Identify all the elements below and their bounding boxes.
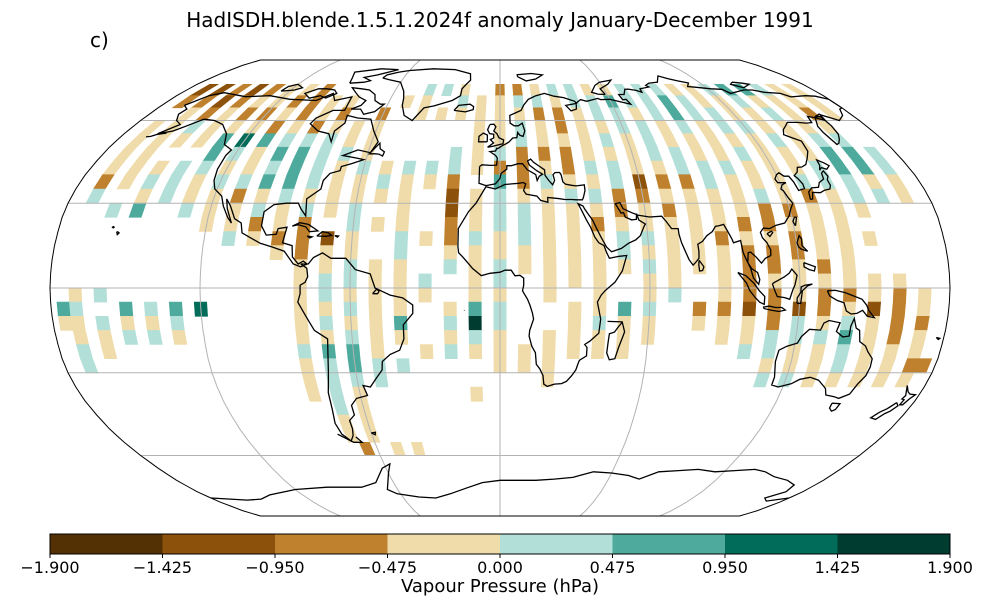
coastline (157, 92, 379, 268)
colorbar-tick-label: −0.950 (245, 558, 305, 577)
colorbar-tick-label: 1.900 (927, 558, 973, 577)
coastline (516, 72, 545, 82)
colorbar-tick-label: 1.425 (814, 558, 861, 577)
grid-cell (171, 95, 201, 109)
grid-cell (146, 330, 163, 345)
coastline (453, 103, 475, 113)
chart-title: HadISDH.blende.1.5.1.2024f anomaly Janua… (186, 8, 814, 32)
grid-cell (370, 217, 385, 232)
coastline (935, 336, 942, 341)
coastline (367, 141, 386, 157)
grid-cell (116, 174, 138, 190)
grid-cell (419, 231, 433, 246)
coastline (477, 132, 489, 143)
coastline (762, 305, 787, 313)
coastline (371, 431, 377, 436)
colorbar-label: Vapour Pressure (hPa) (400, 576, 600, 597)
coastline (337, 433, 364, 443)
coastline (111, 225, 116, 229)
coastline (898, 385, 918, 406)
coastline (796, 283, 813, 305)
coastline (350, 86, 387, 115)
colorbar-segment (500, 534, 613, 554)
coastline (869, 402, 899, 421)
colorbar-tick-label: −0.475 (357, 558, 418, 577)
colorbar-segment (725, 534, 838, 554)
coastline (372, 288, 381, 295)
coastline (792, 216, 798, 227)
grid-cell (221, 231, 237, 246)
coastline (382, 68, 472, 122)
coastline (280, 83, 304, 92)
grid-cell (736, 344, 753, 359)
colorbar-tick-label: 0.950 (702, 558, 748, 577)
colorbar-segment (162, 534, 276, 554)
coastline (486, 123, 505, 148)
grid-cell (122, 330, 139, 345)
colorbar-segment (50, 534, 163, 554)
coastline (316, 231, 334, 237)
grid-cell (444, 344, 458, 359)
grid-cell (190, 133, 214, 148)
grid-cell (423, 174, 437, 190)
colorbar-segment (387, 534, 501, 554)
coastline (796, 234, 809, 252)
colorbar-segment (612, 534, 726, 554)
grid-cell (714, 330, 730, 345)
coastline (145, 132, 167, 138)
coastline (737, 271, 766, 306)
coastline (590, 79, 613, 96)
colorbar-tick-label: 0.475 (589, 558, 636, 577)
grid-cell (419, 344, 434, 359)
coastline (771, 268, 798, 301)
grid-cell (394, 330, 409, 345)
grid-cell (861, 231, 878, 246)
coastline (766, 230, 774, 238)
grid-cell (518, 259, 532, 275)
colorbar-tick-label: 0.000 (477, 558, 523, 577)
coastline (828, 402, 842, 413)
coastline (606, 320, 626, 361)
coastline (729, 81, 751, 89)
coastline (297, 252, 414, 443)
colorbar-tick-label: −1.425 (132, 558, 193, 577)
coastline (698, 259, 705, 272)
coastline (457, 75, 844, 388)
grid-cell (168, 133, 193, 148)
coastline (803, 261, 817, 272)
coastlines (111, 68, 942, 502)
grid-cell (617, 259, 632, 275)
panel-label: c) (90, 28, 109, 52)
grid-cell (443, 259, 457, 275)
grid-cell (566, 344, 581, 359)
coastline (116, 230, 121, 236)
coastline (211, 462, 796, 502)
colorbar-tick-label: −1.900 (20, 558, 80, 577)
coastline (303, 88, 338, 99)
grid-cell (100, 344, 118, 359)
grid-cell (305, 386, 322, 402)
colorbar-segment (275, 534, 388, 554)
coastline (815, 158, 831, 171)
coastline (770, 316, 873, 400)
colorbar-segment (837, 534, 951, 554)
coastline (349, 68, 399, 84)
grid-cell (171, 330, 188, 345)
globe-outline (49, 59, 951, 517)
grid-cell (470, 386, 484, 402)
grid-cell (468, 344, 483, 359)
coastline (826, 289, 876, 319)
grid-cell (691, 316, 706, 331)
graticule (50, 60, 950, 516)
coastline (807, 169, 832, 201)
coastline (292, 222, 320, 233)
coastline (334, 235, 340, 238)
grid-cell (590, 344, 605, 359)
grid-cell (441, 84, 455, 96)
coastline (306, 235, 315, 239)
